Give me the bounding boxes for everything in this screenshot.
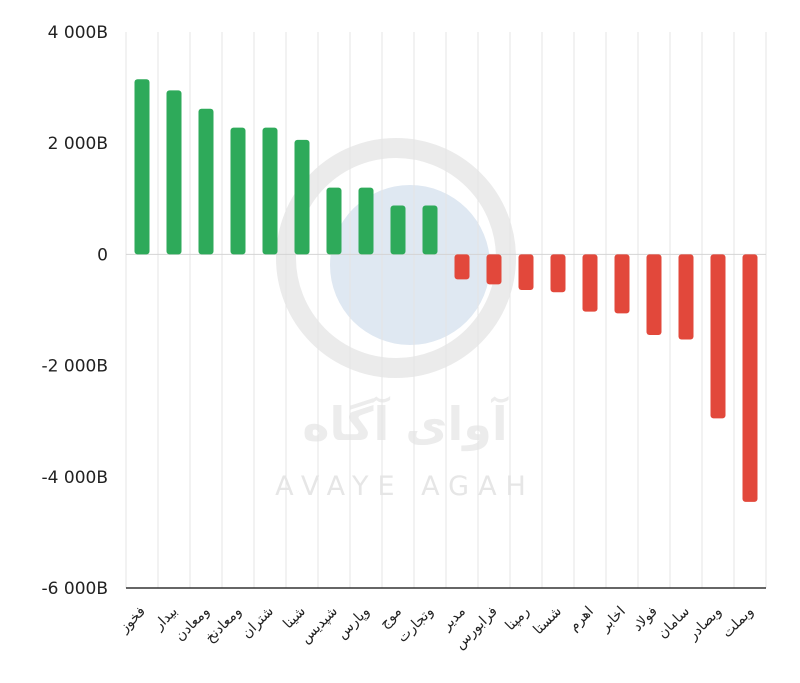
bar bbox=[486, 254, 502, 285]
bar bbox=[198, 108, 214, 255]
x-category-label: اهرم bbox=[566, 604, 597, 635]
bar bbox=[358, 187, 374, 255]
bar bbox=[134, 79, 150, 255]
x-category-label: وتجارت bbox=[394, 604, 436, 646]
y-axis-ticks: 4 000B 2 000B 0 -2 000B -4 000B -6 000B bbox=[42, 23, 108, 599]
bar bbox=[742, 254, 758, 502]
y-tick-label: 2 000B bbox=[48, 134, 108, 154]
bars bbox=[134, 79, 758, 502]
bar bbox=[326, 187, 342, 255]
bar bbox=[550, 254, 566, 293]
bar bbox=[166, 90, 182, 255]
y-tick-label: 4 000B bbox=[48, 23, 108, 43]
watermark-text-fa: آوای آگاه bbox=[302, 396, 508, 451]
grid-lines bbox=[125, 32, 767, 588]
x-category-label: وبملت bbox=[719, 604, 757, 642]
bar bbox=[582, 254, 598, 312]
bar bbox=[646, 254, 662, 336]
y-tick-label: -2 000B bbox=[42, 357, 108, 377]
bar bbox=[230, 127, 246, 255]
x-category-label: وپارس bbox=[334, 604, 373, 643]
x-category-label: وبصادر bbox=[684, 604, 724, 644]
bar bbox=[518, 254, 534, 290]
x-category-label: شتران bbox=[239, 604, 277, 642]
y-tick-label: -6 000B bbox=[42, 579, 108, 599]
x-category-label: ومعادنخ bbox=[202, 604, 245, 647]
x-category-label: شستا bbox=[530, 604, 564, 638]
bar bbox=[614, 254, 630, 314]
y-tick-label: -4 000B bbox=[42, 468, 108, 488]
bar bbox=[454, 254, 470, 280]
watermark: آوای آگاه AVAYE AGAH bbox=[275, 138, 535, 502]
x-category-label: سامان bbox=[655, 604, 693, 642]
x-category-label: اخابر bbox=[597, 604, 629, 636]
y-tick-label: 0 bbox=[97, 245, 108, 265]
x-category-label: فخوز bbox=[116, 604, 149, 637]
x-category-label: رمپنا bbox=[502, 604, 532, 634]
bar bbox=[710, 254, 726, 419]
bar bbox=[390, 205, 406, 255]
bar bbox=[678, 254, 694, 340]
bar bbox=[262, 127, 278, 255]
watermark-text-en: AVAYE AGAH bbox=[275, 471, 535, 502]
bar bbox=[294, 139, 310, 255]
bar bbox=[422, 205, 438, 255]
x-category-label: شپدیس bbox=[298, 604, 341, 647]
